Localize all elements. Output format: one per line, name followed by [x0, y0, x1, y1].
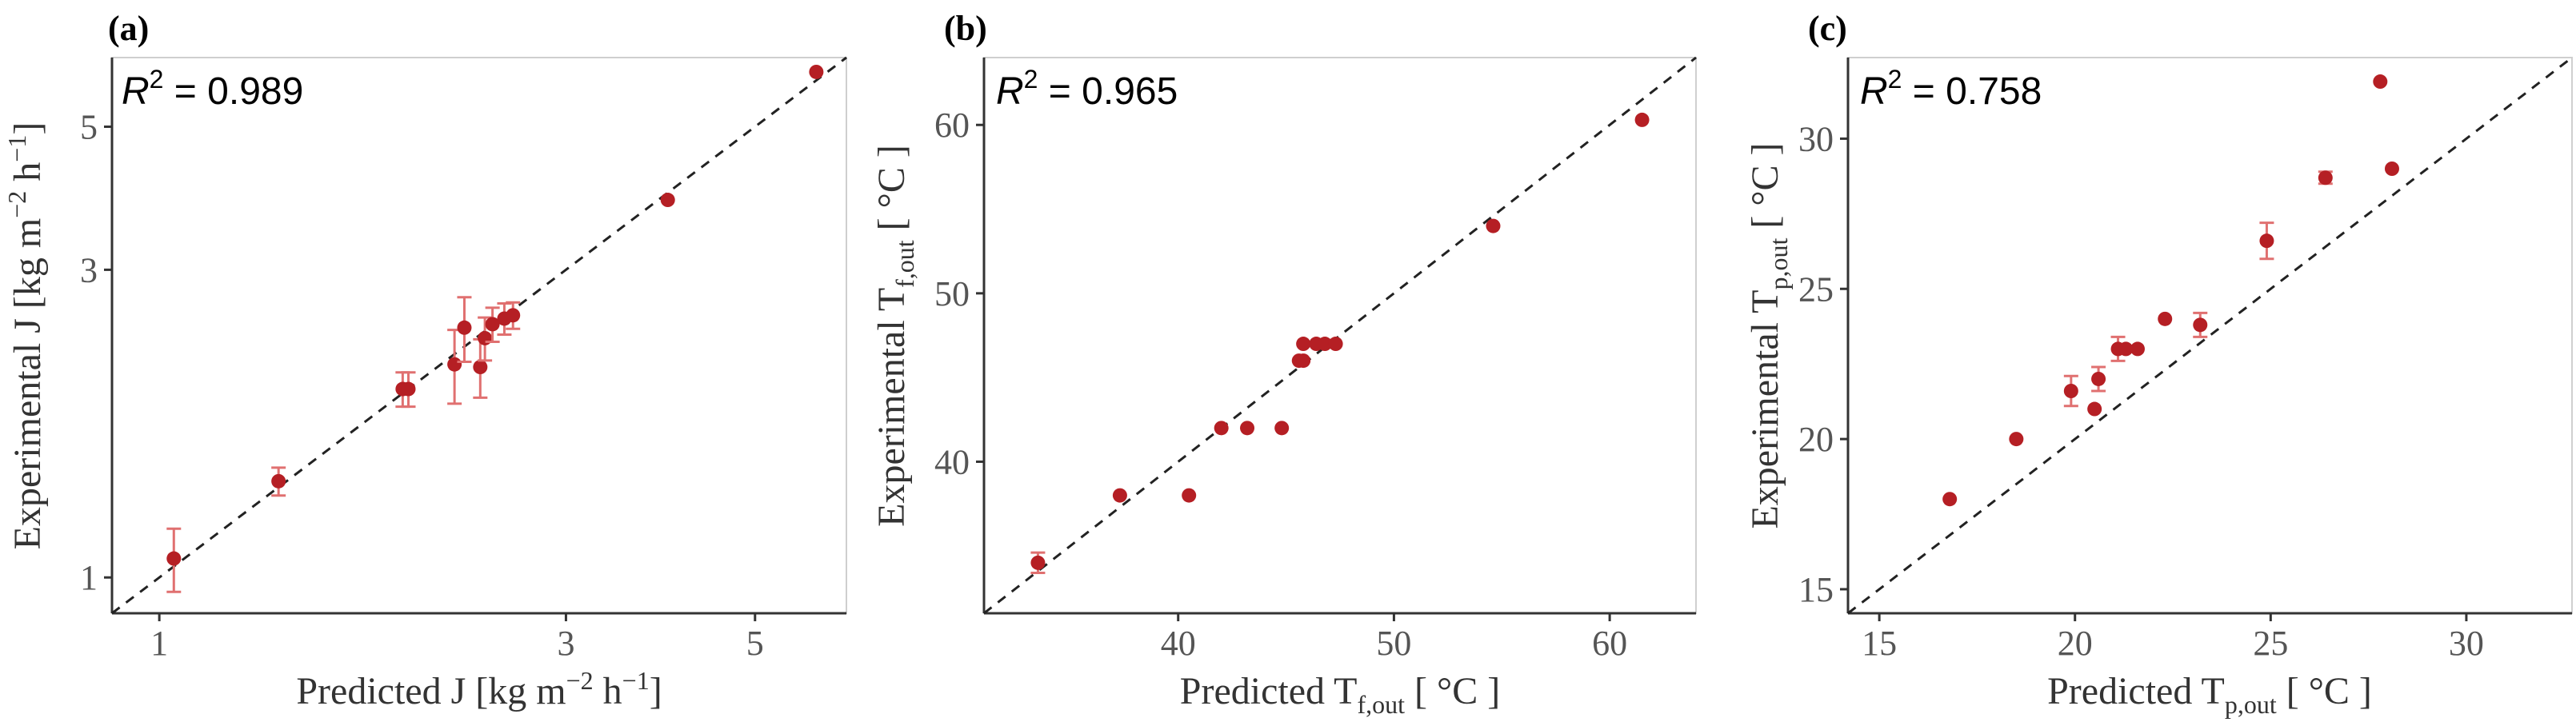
- panel-b-data-point: [1274, 421, 1290, 436]
- panel-c-x-tick-label: 30: [2449, 624, 2484, 663]
- panel-a-label: (a): [108, 9, 149, 48]
- panel-b-data-point: [1318, 337, 1333, 352]
- panel-a-data-point: [485, 317, 500, 332]
- panel-b-plot-frame: [983, 57, 1697, 614]
- panel-a-data-point: [401, 381, 416, 397]
- panel-a-data-point: [478, 330, 493, 345]
- panel-b-data-point: [1182, 488, 1197, 503]
- panel-b-y-tick-label: 50: [934, 274, 970, 313]
- panel-a-data-point: [447, 357, 462, 372]
- panel-b-data-point: [1296, 337, 1311, 352]
- panel-b-y-axis-title: Experimental Tf,out [ °C ]: [870, 145, 919, 527]
- panel-c-data-point: [2130, 341, 2145, 357]
- panel-a-x-tick-label: 5: [746, 624, 764, 663]
- panel-c-data-point: [2087, 401, 2102, 417]
- panel-c-data-point: [2009, 432, 2024, 447]
- panel-b-data-point: [1240, 421, 1255, 436]
- panel-b-ticks: 40 50 60 40 50 60: [934, 106, 1627, 663]
- panel-c-data-point: [2158, 311, 2173, 326]
- panel-a-data-point: [809, 64, 824, 79]
- panel-c-data-point: [2384, 162, 2399, 176]
- panel-c-y-tick-label: 30: [1798, 119, 1834, 158]
- panel-a-y-axis-title: Experimental J [kg m−2 h−1]: [2, 122, 49, 550]
- panel-c-ticks: 15 20 25 30 15 20 25 30: [1798, 119, 2484, 663]
- panel-a-data-point: [506, 308, 521, 323]
- panel-c-x-axis-title: Predicted Tp,out [ °C ]: [2047, 670, 2372, 719]
- panel-b-x-axis-title: Predicted Tf,out [ °C ]: [1180, 670, 1500, 719]
- panel-c-y-tick-label: 20: [1798, 420, 1834, 459]
- panel-b-r2-annotation: R2 = 0.965: [996, 65, 1178, 113]
- panel-a-x-tick-label: 3: [557, 624, 574, 663]
- panel-c-data-point: [2373, 74, 2388, 90]
- panel-c-identity-line: [1847, 56, 2573, 615]
- panel-a-x-axis-title: Predicted J [kg m−2 h−1]: [296, 666, 662, 712]
- panel-a-y-tick-label: 3: [80, 250, 98, 289]
- panel-a-data-point: [166, 551, 182, 566]
- panel-a-r2-annotation: R2 = 0.989: [122, 65, 303, 113]
- panel-b-x-tick-label: 60: [1592, 624, 1627, 663]
- panel-b-data-point: [1486, 218, 1501, 233]
- panel-c-r2-annotation: R2 = 0.758: [1860, 65, 2042, 113]
- panel-b-y-tick-label: 60: [934, 106, 970, 145]
- panel-c-label: (c): [1808, 9, 1847, 48]
- panel-b-y-tick-label: 40: [934, 442, 970, 481]
- panel-b-x-tick-label: 40: [1161, 624, 1196, 663]
- panel-b-identity-line: [983, 56, 1697, 615]
- panel-c-y-axis-title: Experimental Tp,out [ °C ]: [1744, 142, 1793, 529]
- panel-a-y-tick-label: 1: [80, 558, 98, 597]
- panel-b-plot-area: [983, 56, 1697, 615]
- panel-a-x-tick-label: 1: [150, 624, 168, 663]
- panel-c-data-point: [2193, 317, 2208, 333]
- panel-a-y-tick-label: 5: [80, 107, 98, 146]
- panel-c-plot-area: [1847, 56, 2573, 615]
- panel-c-data-point: [1942, 492, 1958, 507]
- panel-c-data-point: [2091, 371, 2106, 386]
- panel-a-data-point: [457, 320, 472, 335]
- panel-c-data-point: [2318, 170, 2333, 185]
- panel-c-data-point: [2118, 341, 2134, 357]
- panel-a-data-point: [473, 360, 488, 375]
- panel-b-data-point: [1296, 353, 1311, 369]
- panel-c-y-tick-label: 15: [1798, 570, 1834, 609]
- panel-a-plot-area: [111, 56, 847, 615]
- panel-b: (b) 40 50 60 40 50 60 R2 = 0.965 Predicted Tf…: [870, 9, 1697, 719]
- panel-a-data-point: [660, 193, 675, 208]
- panel-b-data-point: [1328, 337, 1343, 352]
- panel-b-data-point: [1634, 112, 1650, 127]
- panel-b-data-point: [1030, 555, 1046, 570]
- panel-c-y-tick-label: 25: [1798, 269, 1834, 309]
- panel-c-x-tick-label: 25: [2253, 624, 2288, 663]
- panel-c: (c) 15 20 25 30 15 20 25 30 R2 = 0.758 Predicte…: [1744, 9, 2573, 719]
- panel-a-data-point: [271, 473, 286, 489]
- panel-a: (a) 1 3 5 1 3 5 R2 = 0.989 Predicted J [kg m−…: [2, 9, 847, 712]
- panel-a-ticks: 1 3 5 1 3 5: [80, 107, 764, 663]
- panel-b-x-tick-label: 50: [1376, 624, 1411, 663]
- panel-c-x-tick-label: 15: [1862, 624, 1897, 663]
- panel-c-data-point: [2259, 233, 2274, 249]
- panel-b-label: (b): [944, 9, 987, 48]
- panel-c-data-point: [2063, 384, 2078, 398]
- panel-b-data-point: [1112, 488, 1127, 503]
- panel-c-x-tick-label: 20: [2058, 624, 2093, 663]
- panel-b-data-point: [1214, 421, 1229, 436]
